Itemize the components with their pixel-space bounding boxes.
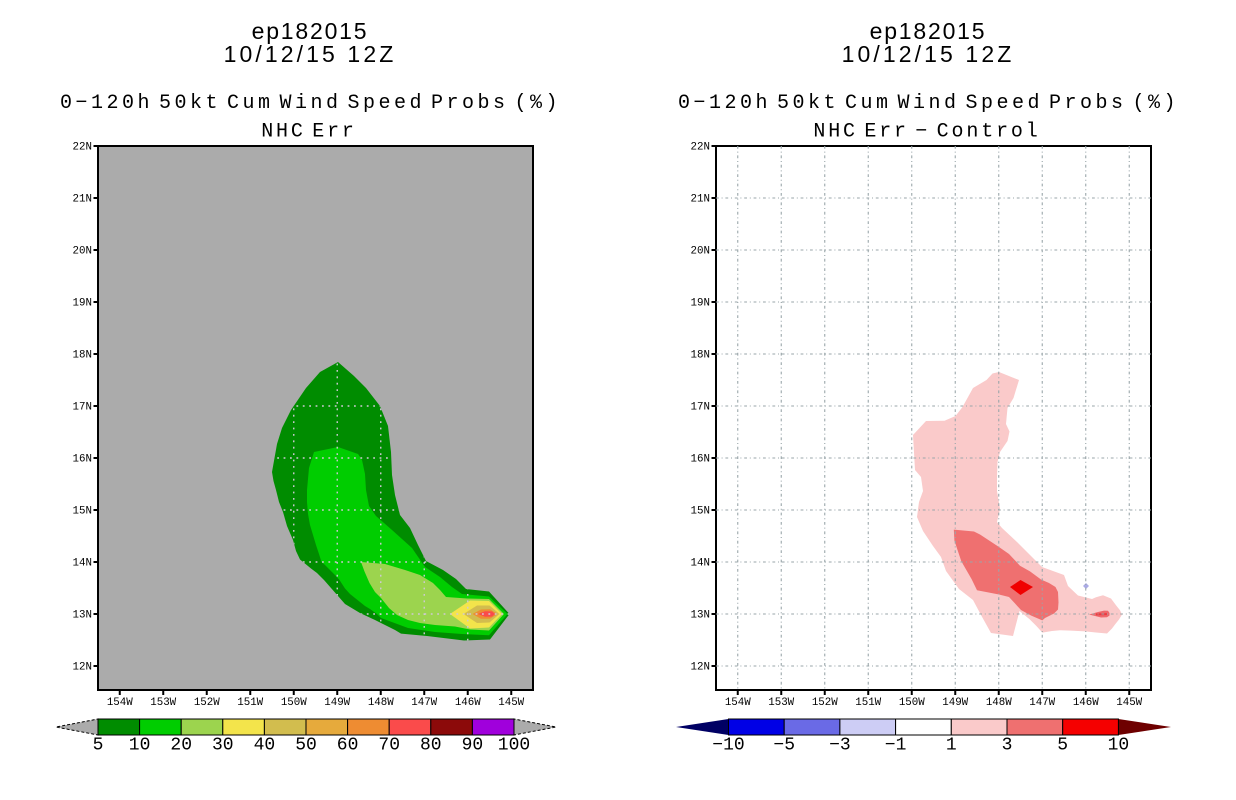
svg-text:1: 1 [946,736,957,756]
svg-text:13N: 13N [691,610,710,622]
svg-text:15N: 15N [691,506,710,518]
svg-text:149W: 149W [942,697,968,709]
svg-text:21N: 21N [691,194,710,206]
svg-text:153W: 153W [150,697,176,709]
svg-text:151W: 151W [855,697,881,709]
svg-text:0−120h 50kt Cum Wind Speed Pro: 0−120h 50kt Cum Wind Speed Probs (%) [678,92,1179,115]
svg-text:10: 10 [129,736,151,756]
svg-text:NHC Err: NHC Err [261,121,357,144]
svg-text:0−120h 50kt Cum Wind Speed Pro: 0−120h 50kt Cum Wind Speed Probs (%) [60,92,561,115]
svg-text:147W: 147W [1029,697,1055,709]
svg-text:ep182015: ep182015 [870,18,987,44]
svg-text:20N: 20N [73,246,92,258]
svg-text:12N: 12N [691,662,710,674]
svg-text:3: 3 [1002,736,1013,756]
svg-text:17N: 17N [691,402,710,414]
svg-text:22N: 22N [691,142,710,154]
svg-text:16N: 16N [691,454,710,466]
svg-text:150W: 150W [899,697,925,709]
svg-text:20N: 20N [691,246,710,258]
svg-text:ep182015: ep182015 [252,18,369,44]
svg-text:60: 60 [337,736,359,756]
svg-text:20: 20 [170,736,192,756]
svg-text:80: 80 [420,736,442,756]
svg-text:152W: 152W [812,697,838,709]
svg-text:19N: 19N [73,298,92,310]
svg-text:152W: 152W [194,697,220,709]
svg-text:18N: 18N [691,350,710,362]
svg-text:148W: 148W [368,697,394,709]
svg-text:10/12/15 12Z: 10/12/15 12Z [842,41,1015,67]
svg-text:22N: 22N [73,142,92,154]
svg-text:145W: 145W [498,697,524,709]
svg-text:14N: 14N [691,558,710,570]
svg-text:10: 10 [1108,736,1130,756]
svg-text:21N: 21N [73,194,92,206]
svg-text:50: 50 [295,736,317,756]
svg-text:18N: 18N [73,350,92,362]
svg-text:153W: 153W [768,697,794,709]
svg-text:148W: 148W [986,697,1012,709]
svg-text:12N: 12N [73,662,92,674]
svg-text:90: 90 [462,736,484,756]
svg-text:10/12/15 12Z: 10/12/15 12Z [224,41,397,67]
svg-text:30: 30 [212,736,234,756]
svg-text:146W: 146W [455,697,481,709]
svg-text:151W: 151W [237,697,263,709]
svg-text:15N: 15N [73,506,92,518]
svg-text:145W: 145W [1116,697,1142,709]
svg-text:−10: −10 [712,736,744,756]
svg-text:14N: 14N [73,558,92,570]
svg-text:5: 5 [1057,736,1068,756]
svg-text:13N: 13N [73,610,92,622]
svg-text:19N: 19N [691,298,710,310]
svg-text:100: 100 [498,736,530,756]
svg-text:149W: 149W [324,697,350,709]
svg-text:NHC Err − Control: NHC Err − Control [813,121,1040,144]
svg-text:150W: 150W [281,697,307,709]
svg-text:154W: 154W [725,697,751,709]
svg-text:−3: −3 [829,736,851,756]
svg-text:146W: 146W [1073,697,1099,709]
svg-text:40: 40 [254,736,276,756]
svg-text:16N: 16N [73,454,92,466]
svg-text:−5: −5 [773,736,795,756]
svg-text:70: 70 [378,736,400,756]
svg-text:147W: 147W [411,697,437,709]
svg-text:17N: 17N [73,402,92,414]
svg-text:−1: −1 [885,736,907,756]
svg-text:154W: 154W [107,697,133,709]
svg-text:5: 5 [93,736,104,756]
